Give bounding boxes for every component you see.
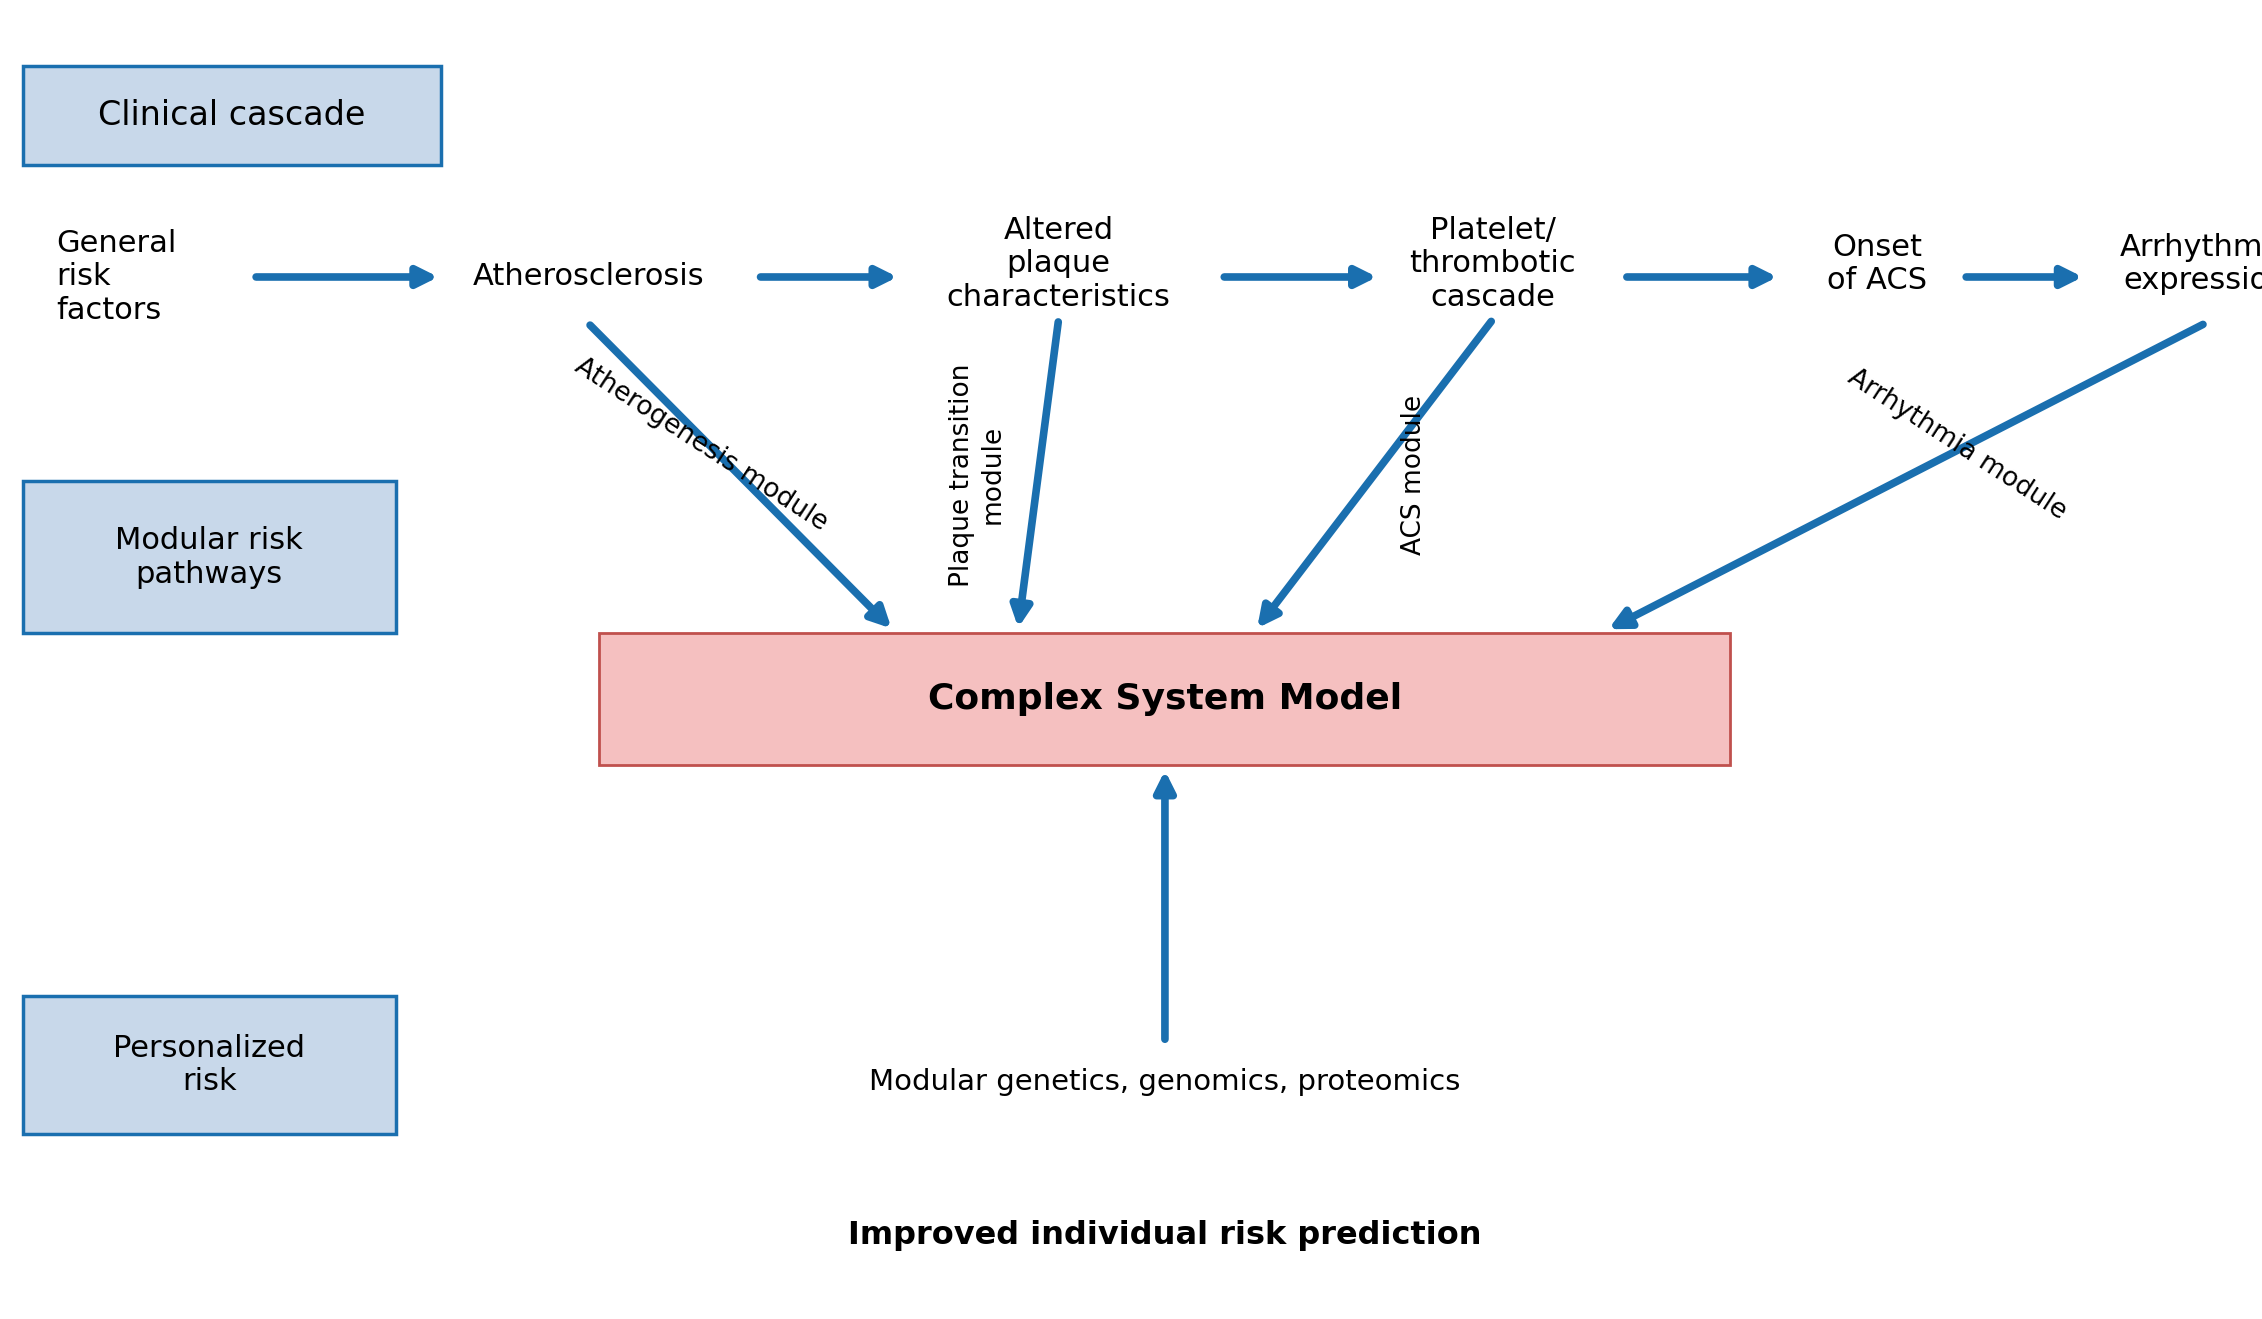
Text: Atherosclerosis: Atherosclerosis [473,262,703,291]
Text: Complex System Model: Complex System Model [927,682,1402,716]
Text: Modular genetics, genomics, proteomics: Modular genetics, genomics, proteomics [869,1068,1461,1096]
Text: Platelet/
thrombotic
cascade: Platelet/ thrombotic cascade [1409,216,1577,311]
FancyBboxPatch shape [23,996,396,1134]
Text: Personalized
risk: Personalized risk [113,1034,305,1096]
Text: Modular risk
pathways: Modular risk pathways [115,526,303,588]
Text: Altered
plaque
characteristics: Altered plaque characteristics [948,216,1169,311]
Text: Improved individual risk prediction: Improved individual risk prediction [848,1220,1482,1252]
Text: Arrhythmia module: Arrhythmia module [1844,364,2072,525]
FancyBboxPatch shape [23,66,441,165]
FancyBboxPatch shape [599,633,1730,765]
Text: Plaque transition
module: Plaque transition module [950,363,1004,587]
Text: Clinical cascade: Clinical cascade [97,99,366,132]
Text: Atherogenesis module: Atherogenesis module [570,352,832,536]
FancyBboxPatch shape [23,481,396,633]
Text: Onset
of ACS: Onset of ACS [1828,232,1927,295]
Text: ACS module: ACS module [1400,394,1427,555]
Text: General
risk
factors: General risk factors [57,230,176,324]
Text: Arrhythmia
expression: Arrhythmia expression [2119,232,2262,295]
